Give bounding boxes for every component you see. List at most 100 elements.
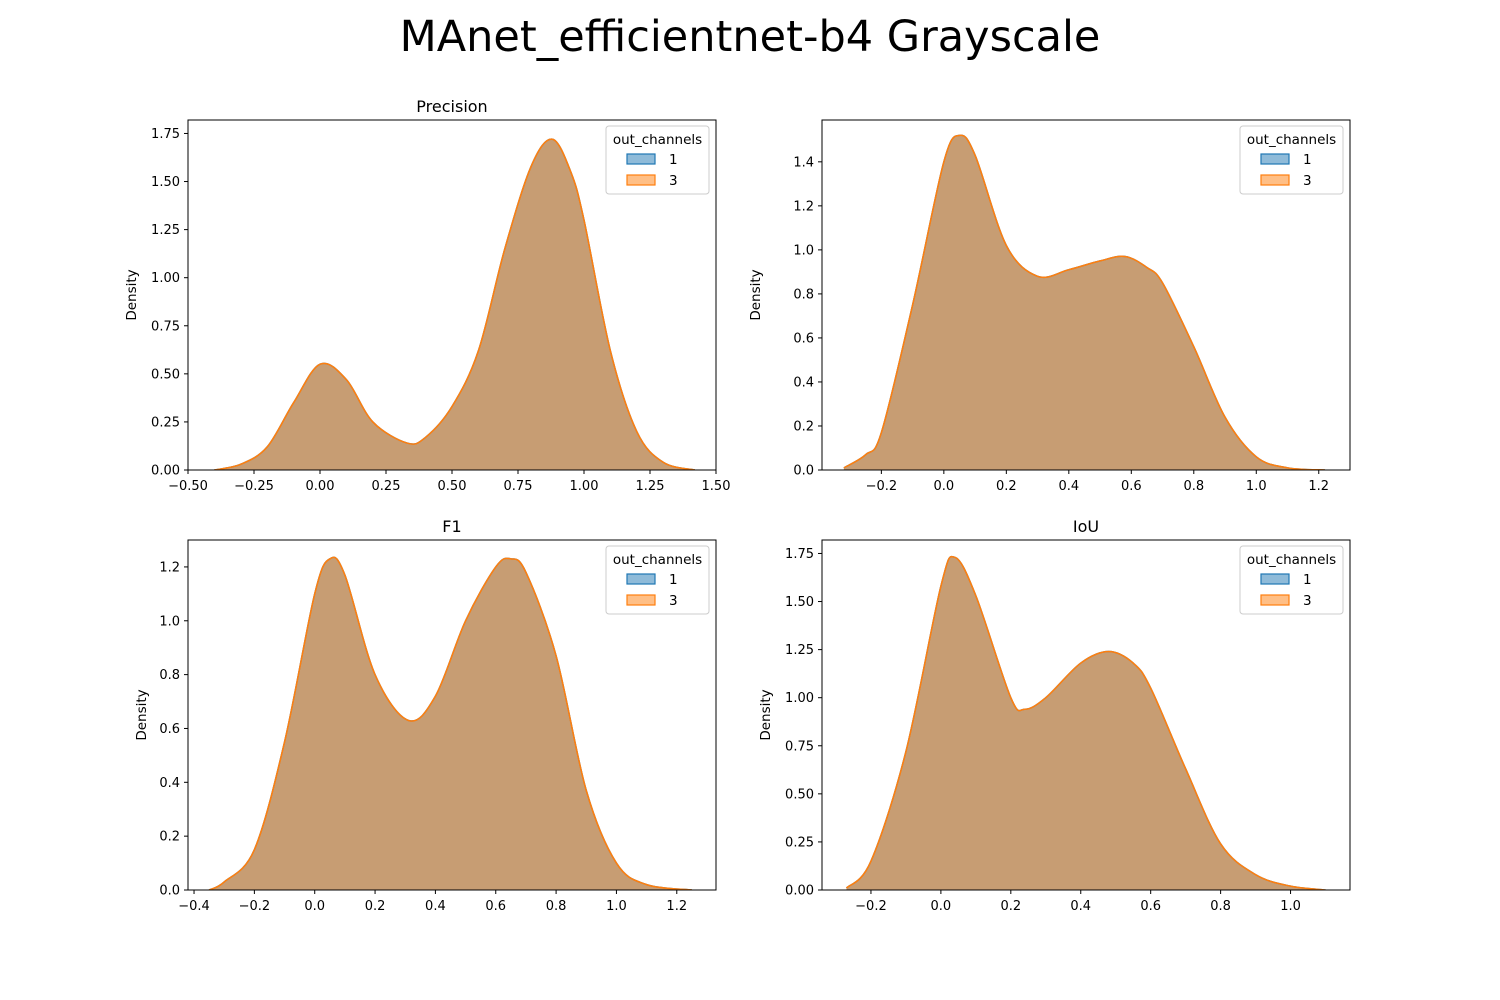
- y-tick-label: 0.00: [151, 464, 180, 479]
- axes-frame: [187, 539, 717, 891]
- subplot-title: IoU: [1073, 517, 1099, 536]
- x-tick-label: 0.8: [546, 899, 567, 914]
- x-tick-label: 1.0: [1246, 479, 1267, 494]
- x-tick-label: −0.25: [234, 479, 274, 494]
- x-tick-label: 1.00: [570, 479, 599, 494]
- x-tick-label: 0.8: [1210, 899, 1231, 914]
- y-tick-label: 1.2: [793, 199, 814, 214]
- figure-title: MAnet_efficientnet-b4 Grayscale: [399, 12, 1101, 62]
- x-tick-label: 0.00: [306, 479, 335, 494]
- kde-area-series-3: [209, 557, 692, 890]
- subplot-1: −0.50 −0.25 0.00 0.25 0.50 0.75 1.00 1.25 1.50 0.…: [124, 97, 730, 494]
- y-tick-label: 0.75: [785, 739, 814, 754]
- x-tick-label: 1.0: [1280, 899, 1301, 914]
- y-tick-label: 0.4: [159, 776, 180, 791]
- x-tick-label: −0.2: [239, 899, 271, 914]
- y-tick-label: 0.2: [793, 419, 814, 434]
- axes-frame: [821, 539, 1351, 891]
- legend-title: out_channels: [1247, 132, 1336, 148]
- x-tick-label: 0.0: [931, 899, 952, 914]
- x-tick-label: 0.75: [504, 479, 533, 494]
- x-tick-label: 0.6: [1121, 479, 1142, 494]
- x-tick-label: 0.6: [485, 899, 506, 914]
- subplot-4: −0.2 0.0 0.2 0.4 0.6 0.8 1.0 0.00 0.25 0.50 0.75 1.…: [758, 517, 1351, 914]
- y-tick-label: 0.50: [151, 367, 180, 382]
- y-tick-label: 1.00: [785, 691, 814, 706]
- legend-label-3: 3: [1303, 593, 1312, 609]
- y-tick-label: 0.50: [785, 787, 814, 802]
- legend-title: out_channels: [613, 132, 702, 148]
- y-tick-label: 1.0: [159, 614, 180, 629]
- legend-label-3: 3: [669, 173, 678, 189]
- x-tick-label: −0.4: [178, 899, 210, 914]
- legend: out_channels 1 3: [605, 125, 710, 195]
- legend-label-1: 1: [669, 572, 678, 588]
- x-tick-label: 0.6: [1140, 899, 1161, 914]
- kde-area-series-3: [214, 139, 695, 470]
- x-tick-label: 0.2: [996, 479, 1017, 494]
- legend-swatch-3: [626, 594, 656, 606]
- y-tick-label: 0.0: [159, 884, 180, 899]
- y-axis-label: Density: [758, 689, 774, 740]
- subplot-2: −0.2 0.0 0.2 0.4 0.6 0.8 1.0 1.2 0.0 0.2 0.4 0.6 0.8…: [748, 119, 1351, 494]
- y-tick-label: 0.4: [793, 375, 814, 390]
- x-tick-label: 1.50: [702, 479, 731, 494]
- legend-swatch-1: [626, 153, 656, 165]
- x-tick-label: 0.4: [425, 899, 446, 914]
- legend-label-3: 3: [1303, 173, 1312, 189]
- legend: out_channels 1 3: [1239, 545, 1344, 615]
- x-tick-label: −0.50: [168, 479, 208, 494]
- y-tick-label: 0.6: [159, 722, 180, 737]
- y-tick-label: 0.00: [785, 884, 814, 899]
- x-tick-label: 0.4: [1070, 899, 1091, 914]
- kde-line-series-3: [208, 556, 692, 890]
- legend-swatch-3: [626, 174, 656, 186]
- y-axis-label: Density: [134, 689, 150, 740]
- y-tick-label: 1.2: [159, 560, 180, 575]
- legend-swatch-3: [1260, 174, 1290, 186]
- legend-swatch-1: [1260, 153, 1290, 165]
- y-axis-label: Density: [124, 269, 140, 320]
- subplot-title: F1: [442, 517, 461, 536]
- legend-title: out_channels: [1247, 552, 1336, 568]
- y-tick-label: 0.25: [785, 835, 814, 850]
- y-tick-label: 1.25: [151, 223, 180, 238]
- y-tick-label: 1.50: [785, 595, 814, 610]
- y-tick-label: 1.00: [151, 271, 180, 286]
- x-tick-label: 0.2: [1000, 899, 1021, 914]
- x-tick-label: −0.2: [866, 479, 898, 494]
- x-tick-label: 1.25: [636, 479, 665, 494]
- x-tick-label: 1.2: [1308, 479, 1329, 494]
- y-tick-label: 0.8: [793, 287, 814, 302]
- kde-area-series-3: [843, 135, 1326, 470]
- x-tick-label: 0.2: [365, 899, 386, 914]
- legend-swatch-1: [626, 573, 656, 585]
- y-tick-label: 1.75: [151, 127, 180, 142]
- x-tick-label: 1.2: [666, 899, 687, 914]
- y-tick-label: 0.6: [793, 331, 814, 346]
- kde-area-series-3: [846, 556, 1326, 890]
- kde-line-series-3: [845, 555, 1326, 890]
- y-tick-label: 0.2: [159, 830, 180, 845]
- y-tick-label: 1.0: [793, 243, 814, 258]
- x-tick-label: 1.0: [606, 899, 627, 914]
- legend: out_channels 1 3: [605, 545, 710, 615]
- legend-label-3: 3: [669, 593, 678, 609]
- x-tick-label: 0.25: [372, 479, 401, 494]
- legend-label-1: 1: [1303, 152, 1312, 168]
- subplot-title: Precision: [416, 97, 487, 116]
- x-tick-label: 0.8: [1183, 479, 1204, 494]
- x-tick-label: 0.50: [438, 479, 467, 494]
- legend: out_channels 1 3: [1239, 125, 1344, 195]
- y-tick-label: 1.25: [785, 643, 814, 658]
- legend-swatch-3: [1260, 594, 1290, 606]
- kde-line-series-3: [214, 138, 696, 470]
- legend-label-1: 1: [1303, 572, 1312, 588]
- y-axis-label: Density: [748, 269, 764, 320]
- subplot-3: −0.4 −0.2 0.0 0.2 0.4 0.6 0.8 1.0 1.2 0.0 0.2 0.4 0.…: [134, 517, 717, 914]
- x-tick-label: 0.0: [304, 899, 325, 914]
- x-tick-label: 0.0: [934, 479, 955, 494]
- y-tick-label: 1.4: [793, 155, 814, 170]
- y-tick-label: 1.75: [785, 547, 814, 562]
